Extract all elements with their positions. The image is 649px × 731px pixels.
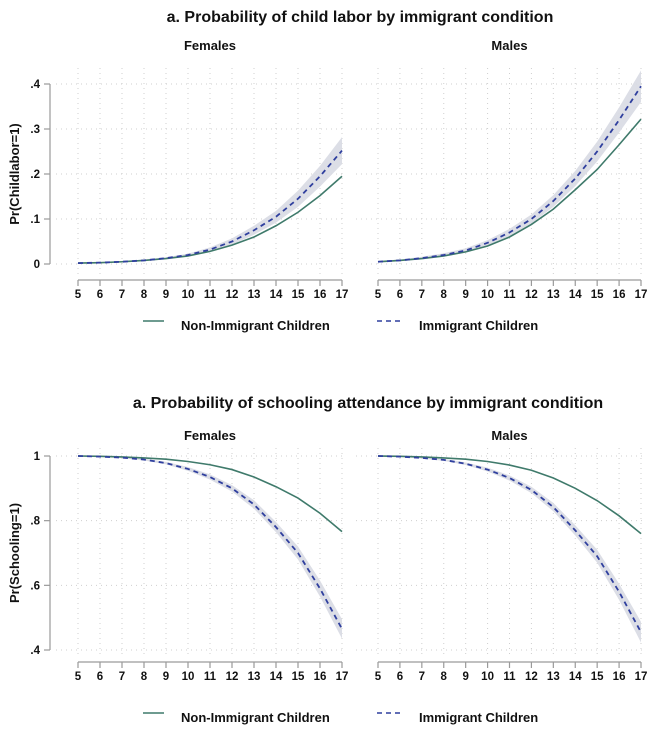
x-tick-label: 11 bbox=[503, 289, 516, 301]
legend-label-non-immigrant: Non-Immigrant Children bbox=[181, 318, 330, 333]
x-tick-label: 12 bbox=[226, 671, 239, 683]
x-tick-label: 7 bbox=[419, 671, 425, 683]
y-tick-label: .3 bbox=[30, 124, 40, 136]
x-tick-label: 6 bbox=[97, 289, 103, 301]
x-tick-label: 15 bbox=[591, 671, 604, 683]
x-tick-label: 7 bbox=[119, 289, 125, 301]
x-tick-label: 13 bbox=[547, 671, 560, 683]
y-tick-label: .4 bbox=[30, 79, 40, 91]
panel-males: Males 5 6 7 8 9 10 11 12 13 14 15 16 17 bbox=[356, 428, 647, 683]
x-tick-label: 17 bbox=[635, 671, 648, 683]
x-tick-label: 10 bbox=[481, 671, 494, 683]
x-tick-label: 12 bbox=[525, 671, 538, 683]
figure-title: a. Probability of schooling attendance b… bbox=[133, 395, 603, 412]
figure-title: a. Probability of child labor by immigra… bbox=[167, 9, 554, 26]
x-tick-label: 5 bbox=[75, 671, 82, 683]
x-tick-label: 15 bbox=[292, 289, 305, 301]
x-tick-label: 5 bbox=[375, 289, 382, 301]
x-tick-label: 17 bbox=[336, 671, 349, 683]
x-tick-label: 14 bbox=[270, 289, 283, 301]
x-tick-label: 8 bbox=[141, 671, 148, 683]
x-tick-label: 9 bbox=[462, 671, 468, 683]
legend-label-non-immigrant: Non-Immigrant Children bbox=[181, 710, 330, 725]
x-tick-label: 13 bbox=[248, 671, 261, 683]
x-tick-label: 8 bbox=[441, 289, 448, 301]
line-immigrant bbox=[378, 456, 641, 632]
x-tick-label: 6 bbox=[397, 671, 403, 683]
x-tick-label: 9 bbox=[462, 289, 468, 301]
panel-title: Females bbox=[184, 428, 236, 443]
x-tick-label: 8 bbox=[141, 289, 148, 301]
y-tick-label: .1 bbox=[30, 214, 40, 226]
x-tick-label: 5 bbox=[75, 289, 82, 301]
x-tick-label: 14 bbox=[569, 671, 582, 683]
x-tick-label: 10 bbox=[182, 289, 195, 301]
x-tick-label: 10 bbox=[182, 671, 195, 683]
x-tick-label: 6 bbox=[97, 671, 103, 683]
line-non-immigrant bbox=[378, 456, 641, 534]
x-tick-label: 7 bbox=[419, 289, 425, 301]
y-tick-label: .6 bbox=[30, 580, 40, 592]
x-tick-label: 15 bbox=[292, 671, 305, 683]
x-tick-label: 9 bbox=[163, 671, 169, 683]
x-tick-label: 14 bbox=[270, 671, 283, 683]
x-tick-label: 14 bbox=[569, 289, 582, 301]
panel-title: Males bbox=[491, 38, 527, 53]
x-tick-label: 12 bbox=[226, 289, 239, 301]
y-tick-label: .8 bbox=[30, 516, 40, 528]
x-tick-label: 17 bbox=[635, 289, 648, 301]
x-tick-label: 9 bbox=[163, 289, 169, 301]
x-tick-label: 12 bbox=[525, 289, 538, 301]
x-tick-label: 13 bbox=[248, 289, 261, 301]
confidence-band bbox=[78, 137, 342, 263]
panel-females: Females 5 6 7 8 9 10 11 12 13 14 15 16 17 .4 .6 .8 1 bbox=[30, 428, 348, 683]
confidence-band bbox=[378, 71, 641, 263]
y-axis-label: Pr(Schooling=1) bbox=[7, 503, 22, 603]
x-tick-label: 16 bbox=[314, 289, 327, 301]
x-tick-label: 10 bbox=[481, 289, 494, 301]
y-tick-label: .2 bbox=[30, 169, 40, 181]
legend-label-immigrant: Immigrant Children bbox=[419, 318, 538, 333]
x-tick-label: 11 bbox=[204, 289, 217, 301]
line-immigrant bbox=[78, 151, 342, 264]
x-tick-label: 11 bbox=[503, 671, 516, 683]
panel-title: Females bbox=[184, 38, 236, 53]
x-tick-label: 13 bbox=[547, 289, 560, 301]
x-tick-label: 16 bbox=[613, 289, 626, 301]
x-tick-label: 5 bbox=[375, 671, 382, 683]
y-tick-label: .4 bbox=[30, 645, 40, 657]
x-tick-label: 11 bbox=[204, 671, 217, 683]
y-tick-label: 0 bbox=[34, 259, 40, 271]
x-tick-label: 16 bbox=[314, 671, 327, 683]
x-tick-label: 7 bbox=[119, 671, 125, 683]
child-labor-figure: a. Probability of child labor by immigra… bbox=[7, 9, 647, 333]
schooling-figure: a. Probability of schooling attendance b… bbox=[7, 395, 647, 725]
panel-title: Males bbox=[491, 428, 527, 443]
x-tick-label: 8 bbox=[441, 671, 448, 683]
x-tick-label: 16 bbox=[613, 671, 626, 683]
legend-label-immigrant: Immigrant Children bbox=[419, 710, 538, 725]
panel-males: Males 5 6 7 8 9 10 11 12 13 14 15 16 17 bbox=[356, 38, 647, 301]
x-tick-label: 15 bbox=[591, 289, 604, 301]
x-tick-label: 17 bbox=[336, 289, 349, 301]
y-axis-label: Pr(Childlabor=1) bbox=[7, 123, 22, 225]
panel-females: Females 5 6 7 8 9 10 11 12 13 14 15 16 17 0 .1 .2 .3 .4 bbox=[30, 38, 348, 301]
x-tick-label: 6 bbox=[397, 289, 403, 301]
y-tick-label: 1 bbox=[34, 451, 41, 463]
